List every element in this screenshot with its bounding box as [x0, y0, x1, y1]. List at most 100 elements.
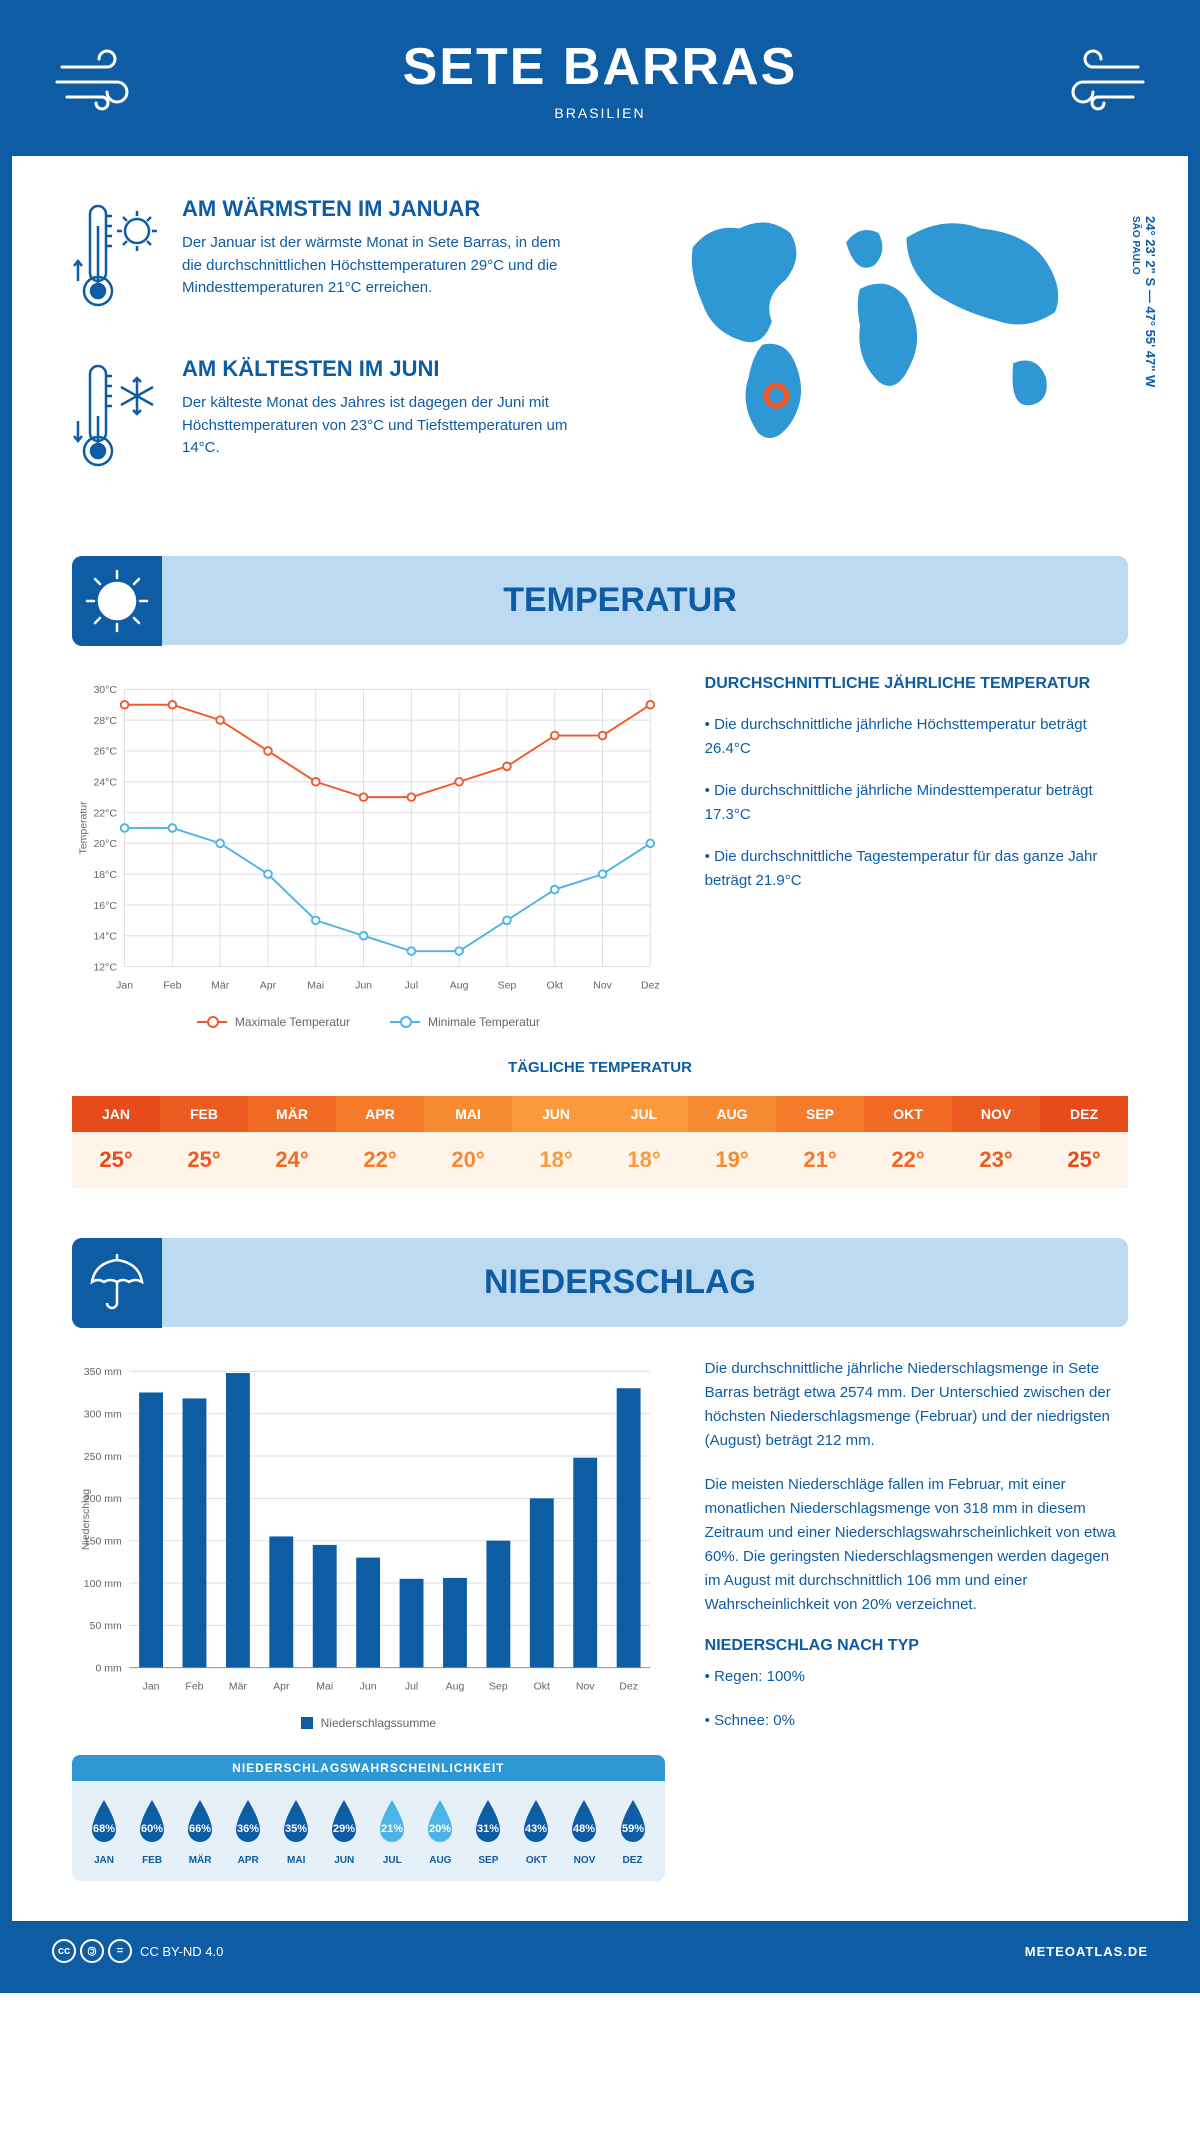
svg-text:Jun: Jun [355, 980, 372, 992]
thermometer-snow-icon [72, 356, 162, 481]
svg-text:29%: 29% [333, 1823, 355, 1835]
svg-text:Aug: Aug [446, 1681, 465, 1693]
info-bullet: • Die durchschnittliche Tagestemperatur … [705, 845, 1128, 893]
svg-text:Temperatur: Temperatur [77, 801, 89, 855]
sun-icon [72, 556, 162, 646]
svg-text:Nov: Nov [593, 980, 612, 992]
drop-item: 35%MAI [276, 1796, 316, 1866]
svg-text:Dez: Dez [619, 1681, 638, 1693]
svg-text:12°C: 12°C [93, 961, 117, 973]
drop-item: 60%FEB [132, 1796, 172, 1866]
precipitation-probability: NIEDERSCHLAGSWAHRSCHEINLICHKEIT 68%JAN60… [72, 1755, 665, 1881]
svg-text:Jul: Jul [405, 1681, 418, 1693]
cc-icons: cc 🄯 = [52, 1939, 132, 1963]
header: SETE BARRAS BRASILIEN [12, 12, 1188, 156]
svg-text:Jul: Jul [405, 980, 418, 992]
fact-text: Der kälteste Monat des Jahres ist dagege… [182, 392, 580, 460]
info-bullet: • Die durchschnittliche jährliche Höchst… [705, 713, 1128, 761]
svg-text:Okt: Okt [534, 1681, 550, 1693]
svg-text:35%: 35% [285, 1823, 307, 1835]
svg-text:48%: 48% [573, 1823, 595, 1835]
svg-text:Mär: Mär [229, 1681, 248, 1693]
warmest-fact: AM WÄRMSTEN IM JANUAR Der Januar ist der… [72, 196, 580, 321]
world-map-icon [620, 196, 1128, 456]
svg-text:Jan: Jan [116, 980, 133, 992]
daily-temperature-table: TÄGLICHE TEMPERATUR JANFEBMÄRAPRMAIJUNJU… [72, 1059, 1128, 1188]
svg-text:60%: 60% [141, 1823, 163, 1835]
drop-item: 66%MÄR [180, 1796, 220, 1866]
svg-text:68%: 68% [93, 1823, 115, 1835]
info-paragraph: Die meisten Niederschläge fallen im Febr… [705, 1473, 1128, 1617]
drop-item: 21%JUL [372, 1796, 412, 1866]
svg-text:16°C: 16°C [93, 900, 117, 912]
drop-item: 36%APR [228, 1796, 268, 1866]
site-label: METEOATLAS.DE [1025, 1944, 1148, 1959]
svg-text:36%: 36% [237, 1823, 259, 1835]
section-title: NIEDERSCHLAG [142, 1263, 1098, 1302]
drop-item: 48%NOV [564, 1796, 604, 1866]
info-bullet: • Schnee: 0% [705, 1709, 1128, 1733]
info-title: DURCHSCHNITTLICHE JÄHRLICHE TEMPERATUR [705, 675, 1128, 693]
svg-text:Apr: Apr [273, 1681, 290, 1693]
svg-text:0 mm: 0 mm [95, 1662, 122, 1674]
footer: cc 🄯 = CC BY-ND 4.0 METEOATLAS.DE [12, 1921, 1188, 1981]
svg-text:350 mm: 350 mm [84, 1366, 122, 1378]
svg-text:30°C: 30°C [93, 684, 117, 696]
temperature-line-chart: 12°C14°C16°C18°C20°C22°C24°C26°C28°C30°C… [72, 675, 665, 1029]
svg-text:24°C: 24°C [93, 777, 117, 789]
svg-text:26°C: 26°C [93, 746, 117, 758]
svg-text:20%: 20% [429, 1823, 451, 1835]
svg-text:22°C: 22°C [93, 807, 117, 819]
country-label: BRASILIEN [32, 105, 1168, 121]
svg-text:Jan: Jan [143, 1681, 160, 1693]
wind-icon [1038, 42, 1148, 127]
info-bullet: • Regen: 100% [705, 1665, 1128, 1689]
svg-text:14°C: 14°C [93, 931, 117, 943]
svg-text:66%: 66% [189, 1823, 211, 1835]
temperature-section-header: TEMPERATUR [72, 556, 1128, 645]
svg-text:43%: 43% [525, 1823, 547, 1835]
svg-text:Sep: Sep [489, 1681, 508, 1693]
fact-title: AM WÄRMSTEN IM JANUAR [182, 196, 580, 222]
svg-text:50 mm: 50 mm [90, 1620, 122, 1632]
svg-text:20°C: 20°C [93, 838, 117, 850]
svg-text:300 mm: 300 mm [84, 1408, 122, 1420]
precipitation-section-header: NIEDERSCHLAG [72, 1238, 1128, 1327]
info-title: NIEDERSCHLAG NACH TYP [705, 1637, 1128, 1655]
svg-text:Okt: Okt [547, 980, 563, 992]
svg-text:Feb: Feb [163, 980, 181, 992]
svg-text:250 mm: 250 mm [84, 1451, 122, 1463]
legend-label: Minimale Temperatur [428, 1015, 540, 1029]
drop-item: 20%AUG [420, 1796, 460, 1866]
drop-item: 31%SEP [468, 1796, 508, 1866]
thermometer-sun-icon [72, 196, 162, 321]
umbrella-icon [72, 1238, 162, 1328]
info-bullet: • Die durchschnittliche jährliche Mindes… [705, 779, 1128, 827]
license-label: CC BY-ND 4.0 [140, 1944, 223, 1959]
page-title: SETE BARRAS [32, 37, 1168, 97]
svg-text:Feb: Feb [185, 1681, 203, 1693]
drop-item: 68%JAN [84, 1796, 124, 1866]
drop-item: 29%JUN [324, 1796, 364, 1866]
svg-text:18°C: 18°C [93, 869, 117, 881]
drop-item: 43%OKT [516, 1796, 556, 1866]
coldest-fact: AM KÄLTESTEN IM JUNI Der kälteste Monat … [72, 356, 580, 481]
temperature-info: DURCHSCHNITTLICHE JÄHRLICHE TEMPERATUR •… [705, 675, 1128, 1029]
legend-label: Maximale Temperatur [235, 1015, 350, 1029]
svg-text:Apr: Apr [260, 980, 277, 992]
svg-text:Sep: Sep [498, 980, 517, 992]
svg-text:Niederschlag: Niederschlag [80, 1489, 92, 1550]
svg-text:Jun: Jun [360, 1681, 377, 1693]
svg-text:59%: 59% [622, 1823, 644, 1835]
coordinates: 24° 23' 2" S — 47° 55' 47" W SÃO PAULO [1128, 216, 1158, 387]
svg-text:Mai: Mai [307, 980, 324, 992]
svg-text:100 mm: 100 mm [84, 1578, 122, 1590]
wind-icon [52, 42, 162, 127]
svg-text:Dez: Dez [641, 980, 660, 992]
fact-text: Der Januar ist der wärmste Monat in Sete… [182, 232, 580, 300]
info-paragraph: Die durchschnittliche jährliche Niedersc… [705, 1357, 1128, 1453]
svg-text:Mär: Mär [211, 980, 230, 992]
drop-item: 59%DEZ [613, 1796, 653, 1866]
svg-text:21%: 21% [381, 1823, 403, 1835]
fact-title: AM KÄLTESTEN IM JUNI [182, 356, 580, 382]
